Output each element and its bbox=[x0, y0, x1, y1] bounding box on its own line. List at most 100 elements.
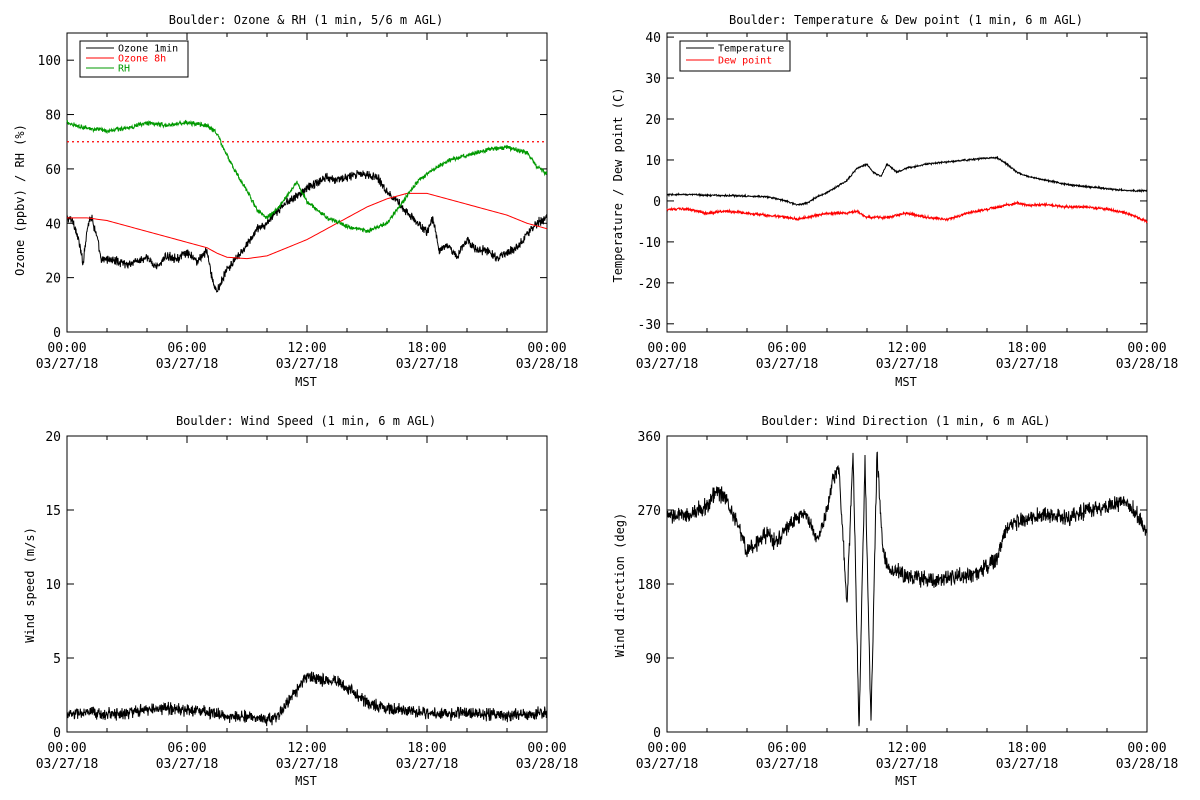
series-line-ozone-1min bbox=[66, 169, 548, 293]
x-tick-date-label: 03/27/18 bbox=[996, 357, 1059, 372]
y-axis-label: Wind direction (deg) bbox=[613, 513, 627, 658]
x-tick-label: 00:00 bbox=[47, 341, 86, 356]
panel-ozone-rh: Boulder: Ozone & RH (1 min, 5/6 m AGL) O… bbox=[13, 13, 443, 389]
x-tick-date-label: 03/27/18 bbox=[756, 757, 819, 772]
series-line-temperature bbox=[666, 155, 1148, 206]
panel-wind-speed: Boulder: Wind Speed (1 min, 6 m AGL) Win… bbox=[23, 414, 436, 788]
chart-title: Boulder: Temperature & Dew point (1 min,… bbox=[729, 13, 1083, 27]
x-tick-label: 12:00 bbox=[287, 741, 326, 756]
legend-label: Temperature bbox=[718, 44, 784, 55]
legend-label: Dew point bbox=[718, 56, 772, 67]
y-tick-label: 15 bbox=[45, 504, 61, 519]
x-axis-label: MST bbox=[895, 774, 917, 788]
plot-area: 09018027036000:0003/27/1806:0003/27/1812… bbox=[636, 430, 1179, 772]
x-tick-label: 00:00 bbox=[527, 741, 566, 756]
series-line-rh bbox=[66, 119, 548, 234]
y-tick-label: 0 bbox=[53, 726, 61, 741]
x-tick-date-label: 03/27/18 bbox=[756, 357, 819, 372]
series-line-dew-point bbox=[666, 200, 1148, 224]
x-tick-date-label: 03/28/18 bbox=[516, 357, 579, 372]
x-tick-label: 00:00 bbox=[1127, 341, 1166, 356]
legend-label: Ozone 8h bbox=[118, 54, 166, 65]
chart-title: Boulder: Ozone & RH (1 min, 5/6 m AGL) bbox=[169, 13, 444, 27]
x-tick-label: 06:00 bbox=[767, 741, 806, 756]
x-tick-date-label: 03/28/18 bbox=[1116, 757, 1179, 772]
x-tick-label: 00:00 bbox=[1127, 741, 1166, 756]
y-tick-label: 20 bbox=[45, 272, 61, 287]
x-tick-label: 00:00 bbox=[647, 341, 686, 356]
x-tick-date-label: 03/27/18 bbox=[276, 357, 339, 372]
x-tick-date-label: 03/28/18 bbox=[516, 757, 579, 772]
x-tick-date-label: 03/27/18 bbox=[876, 757, 939, 772]
x-tick-label: 00:00 bbox=[527, 341, 566, 356]
plot-area: 02040608010000:0003/27/1806:0003/27/1812… bbox=[36, 32, 579, 372]
plot-frame bbox=[666, 435, 1148, 733]
x-axis-label: MST bbox=[295, 375, 317, 389]
x-axis-label: MST bbox=[295, 774, 317, 788]
y-tick-label: 90 bbox=[645, 652, 661, 667]
x-tick-date-label: 03/27/18 bbox=[996, 757, 1059, 772]
y-tick-label: 100 bbox=[38, 54, 61, 69]
x-tick-label: 18:00 bbox=[407, 741, 446, 756]
chart-title: Boulder: Wind Direction (1 min, 6 m AGL) bbox=[762, 414, 1051, 428]
y-tick-label: 180 bbox=[638, 578, 661, 593]
legend-label: Ozone 1min bbox=[118, 44, 178, 55]
y-tick-label: 10 bbox=[45, 578, 61, 593]
y-axis-label: Wind speed (m/s) bbox=[23, 527, 37, 643]
x-tick-date-label: 03/27/18 bbox=[396, 757, 459, 772]
x-tick-date-label: 03/28/18 bbox=[1116, 357, 1179, 372]
plot-area: -30-20-1001020304000:0003/27/1806:0003/2… bbox=[636, 31, 1179, 372]
panel-temperature-dewpoint: Boulder: Temperature & Dew point (1 min,… bbox=[611, 13, 1083, 389]
y-tick-label: 0 bbox=[653, 726, 661, 741]
y-tick-label: 20 bbox=[45, 430, 61, 445]
legend-label: RH bbox=[118, 64, 130, 75]
x-tick-label: 18:00 bbox=[1007, 741, 1046, 756]
legend-box bbox=[79, 40, 189, 78]
y-tick-label: 360 bbox=[638, 430, 661, 445]
x-tick-date-label: 03/27/18 bbox=[876, 357, 939, 372]
x-axis-label: MST bbox=[895, 375, 917, 389]
x-tick-date-label: 03/27/18 bbox=[636, 757, 699, 772]
y-tick-label: 0 bbox=[53, 326, 61, 341]
series-line-data bbox=[666, 451, 1148, 727]
x-tick-date-label: 03/27/18 bbox=[156, 757, 219, 772]
plot-frame bbox=[66, 32, 548, 333]
x-tick-date-label: 03/27/18 bbox=[396, 357, 459, 372]
legend-box bbox=[679, 40, 791, 72]
x-tick-date-label: 03/27/18 bbox=[36, 357, 99, 372]
x-tick-date-label: 03/27/18 bbox=[636, 357, 699, 372]
y-tick-label: 40 bbox=[645, 31, 661, 46]
plot-frame bbox=[666, 32, 1148, 333]
x-tick-label: 18:00 bbox=[407, 341, 446, 356]
y-tick-label: 40 bbox=[45, 217, 61, 232]
y-tick-label: 80 bbox=[45, 109, 61, 124]
x-tick-label: 18:00 bbox=[1007, 341, 1046, 356]
y-tick-label: -30 bbox=[638, 318, 661, 333]
y-tick-label: 0 bbox=[653, 195, 661, 210]
y-tick-label: -10 bbox=[638, 236, 661, 251]
chart-title: Boulder: Wind Speed (1 min, 6 m AGL) bbox=[176, 414, 436, 428]
x-tick-label: 06:00 bbox=[167, 741, 206, 756]
x-tick-date-label: 03/27/18 bbox=[276, 757, 339, 772]
x-tick-label: 12:00 bbox=[887, 741, 926, 756]
x-tick-label: 00:00 bbox=[47, 741, 86, 756]
plot-frame bbox=[66, 435, 548, 733]
y-axis-label: Temperature / Dew point (C) bbox=[611, 87, 625, 282]
plot-area: 0510152000:0003/27/1806:0003/27/1812:000… bbox=[36, 430, 579, 772]
y-tick-label: 30 bbox=[645, 72, 661, 87]
y-tick-label: -20 bbox=[638, 277, 661, 292]
y-tick-label: 5 bbox=[53, 652, 61, 667]
x-tick-label: 12:00 bbox=[887, 341, 926, 356]
panel-wind-direction: Boulder: Wind Direction (1 min, 6 m AGL)… bbox=[613, 414, 1050, 788]
x-tick-label: 06:00 bbox=[767, 341, 806, 356]
x-tick-label: 00:00 bbox=[647, 741, 686, 756]
y-axis-label: Ozone (ppbv) / RH (%) bbox=[13, 124, 27, 276]
y-tick-label: 20 bbox=[645, 113, 661, 128]
y-tick-label: 10 bbox=[645, 154, 661, 169]
x-tick-date-label: 03/27/18 bbox=[36, 757, 99, 772]
series-line-data bbox=[66, 671, 548, 727]
x-tick-date-label: 03/27/18 bbox=[156, 357, 219, 372]
x-tick-label: 12:00 bbox=[287, 341, 326, 356]
y-tick-label: 60 bbox=[45, 163, 61, 178]
